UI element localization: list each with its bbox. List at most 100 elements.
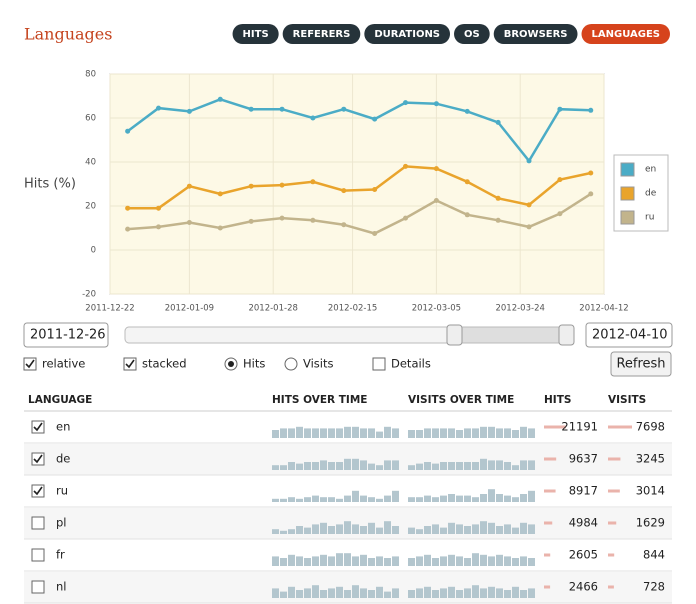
- language: nl: [56, 580, 66, 594]
- sparkline-bar: [520, 426, 527, 438]
- start-date-input[interactable]: [23, 322, 109, 348]
- tab[interactable]: [581, 24, 670, 44]
- sparkline-bar: [456, 430, 463, 438]
- sparkline-bar: [376, 556, 383, 566]
- hits: 8917: [569, 484, 598, 498]
- sparkline-bar: [304, 558, 311, 566]
- sparkline-bar: [528, 428, 535, 438]
- y-tick-label: 80: [85, 70, 96, 80]
- sparkline-bar: [448, 586, 455, 598]
- data-point: [526, 202, 532, 208]
- sparkline-bar: [448, 462, 455, 470]
- sparkline-bar: [520, 590, 527, 598]
- language: de: [56, 452, 70, 466]
- sparkline-bar: [408, 527, 415, 534]
- tab[interactable]: [282, 24, 361, 44]
- sparkline-bar: [368, 497, 375, 502]
- sparkline-bar: [392, 428, 399, 438]
- sparkline-bar: [352, 458, 359, 470]
- tab[interactable]: [364, 24, 451, 44]
- slider-handle[interactable]: [446, 324, 463, 346]
- sparkline-bar: [360, 428, 367, 438]
- sparkline-bar: [520, 522, 527, 534]
- sparkline-bar: [448, 522, 455, 534]
- sparkline-bar: [480, 494, 487, 502]
- visits: 1629: [636, 516, 665, 530]
- sparkline-bar: [456, 590, 463, 598]
- visits-bar: [608, 521, 617, 525]
- data-point: [464, 179, 470, 185]
- checkbox[interactable]: [31, 580, 45, 594]
- visits: 844: [643, 548, 665, 562]
- column-header: LANGUAGE: [28, 394, 92, 406]
- tab[interactable]: [232, 24, 279, 44]
- sparkline-bar: [304, 527, 311, 534]
- data-point: [557, 177, 563, 183]
- sparkline-bar: [432, 590, 439, 598]
- sparkline-bar: [328, 462, 335, 470]
- legend-label: de: [645, 189, 657, 199]
- sparkline-bar: [296, 426, 303, 438]
- language: pl: [56, 516, 67, 530]
- data-point: [186, 183, 192, 189]
- visits-bar: [608, 489, 620, 493]
- sparkline-bar: [456, 556, 463, 566]
- data-point: [495, 119, 501, 125]
- checkbox[interactable]: [31, 452, 45, 466]
- tab[interactable]: [454, 24, 490, 44]
- radio[interactable]: [284, 357, 298, 371]
- sparkline-bar: [464, 428, 471, 438]
- end-date-input[interactable]: [585, 322, 673, 348]
- sparkline-bar: [288, 554, 295, 566]
- visits-bar: [608, 425, 632, 429]
- sparkline-bar: [376, 586, 383, 598]
- data-point: [310, 115, 316, 121]
- slider-handle[interactable]: [558, 324, 575, 346]
- sparkline-bar: [280, 428, 287, 438]
- visits: 3014: [636, 484, 665, 498]
- sparkline-bar: [272, 588, 279, 598]
- sparkline-bar: [320, 497, 327, 502]
- sparkline-bar: [392, 588, 399, 598]
- checkbox[interactable]: [31, 516, 45, 530]
- tab-label: DURATIONS: [374, 29, 440, 40]
- sparkline-bar: [432, 558, 439, 566]
- option-label: Visits: [303, 357, 334, 371]
- sparkline-bar: [352, 426, 359, 438]
- sparkline-bar: [272, 498, 279, 502]
- sparkline-bar: [376, 498, 383, 502]
- sparkline-bar: [480, 554, 487, 566]
- data-point: [495, 195, 501, 201]
- tab-label: BROWSERS: [504, 29, 568, 40]
- sparkline-bar: [368, 463, 375, 470]
- data-point: [372, 116, 378, 122]
- radio-dot: [228, 361, 234, 367]
- legend-label: ru: [645, 213, 654, 223]
- checkbox[interactable]: [23, 357, 37, 371]
- checkbox[interactable]: [123, 357, 137, 371]
- sparkline-bar: [440, 556, 447, 566]
- checkbox[interactable]: [372, 357, 386, 371]
- y-tick-label: 60: [85, 114, 96, 124]
- sparkline-bar: [320, 554, 327, 566]
- checkbox[interactable]: [31, 484, 45, 498]
- data-point: [588, 170, 594, 176]
- sparkline-bar: [480, 458, 487, 470]
- y-axis-label: Hits (%): [24, 177, 76, 192]
- sparkline-bar: [480, 426, 487, 438]
- data-point: [279, 215, 285, 221]
- sparkline-bar: [272, 556, 279, 566]
- sparkline-bar: [424, 428, 431, 438]
- sparkline-bar: [288, 428, 295, 438]
- sparkline-bar: [360, 460, 367, 470]
- checkbox[interactable]: [31, 548, 45, 562]
- checkbox[interactable]: [31, 420, 45, 434]
- sparkline-bar: [296, 526, 303, 534]
- visits-bar: [608, 553, 615, 557]
- x-tick-label: 2012-01-28: [248, 304, 297, 314]
- refresh-button[interactable]: [610, 351, 672, 377]
- sparkline-bar: [408, 465, 415, 470]
- sparkline-bar: [464, 526, 471, 534]
- tab[interactable]: [493, 24, 578, 44]
